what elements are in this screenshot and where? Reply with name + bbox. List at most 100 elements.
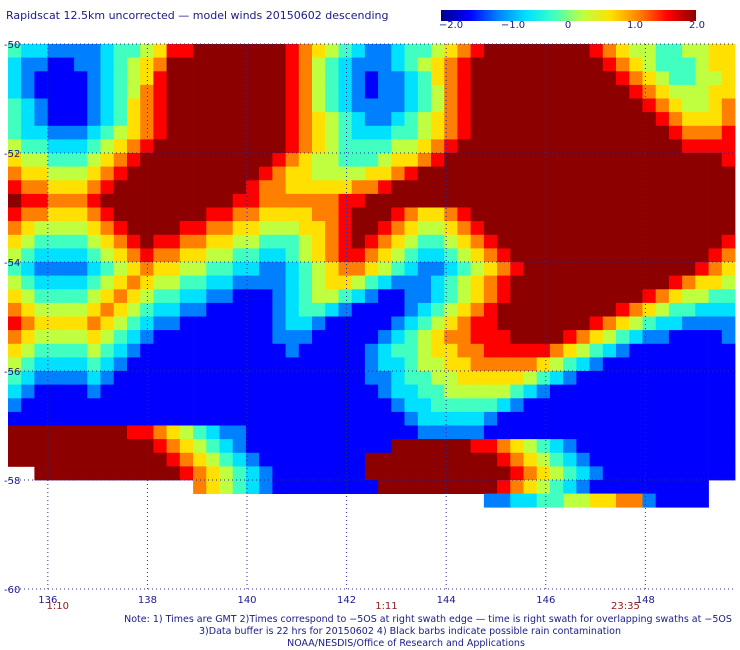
heatmap-cell: [219, 57, 234, 72]
heatmap-cell: [708, 221, 723, 236]
heatmap-cell: [298, 248, 313, 263]
heatmap-cell: [682, 357, 696, 372]
heatmap-cell: [166, 207, 181, 222]
heatmap-cell: [431, 398, 445, 413]
heatmap-cell: [391, 248, 405, 263]
heatmap-cell: [378, 302, 392, 317]
heatmap-cell: [695, 452, 709, 467]
heatmap-cell: [34, 398, 48, 413]
heatmap-cell: [298, 439, 313, 454]
heatmap-cell: [193, 44, 207, 58]
heatmap-cell: [642, 98, 657, 113]
heatmap-cell: [668, 125, 683, 140]
heatmap-cell: [100, 44, 115, 58]
heatmap-cell: [457, 125, 471, 140]
heatmap-cell: [325, 180, 339, 195]
heatmap-cell: [642, 302, 657, 317]
heatmap-cell: [312, 384, 326, 399]
heatmap-cell: [8, 452, 22, 467]
heatmap-cell: [206, 234, 220, 249]
heatmap-cell: [391, 302, 405, 317]
heatmap-cell: [536, 98, 551, 113]
heatmap-cell: [497, 71, 511, 86]
heatmap-cell: [219, 262, 234, 276]
heatmap-cell: [8, 425, 22, 440]
heatmap-cell: [127, 452, 141, 467]
heatmap-cell: [166, 71, 181, 86]
heatmap-cell: [47, 71, 62, 86]
heatmap-cell: [232, 371, 247, 385]
heatmap-cell: [404, 316, 419, 331]
heatmap-cell: [272, 302, 286, 317]
heatmap-cell: [378, 248, 392, 263]
heatmap-cell: [219, 384, 234, 399]
heatmap-cell: [391, 384, 405, 399]
heatmap-cell: [8, 153, 22, 167]
heatmap-cell: [576, 153, 590, 167]
heatmap-cell: [431, 221, 445, 236]
heatmap-cell: [417, 153, 432, 167]
heatmap-cell: [272, 384, 286, 399]
heatmap-cell: [417, 452, 432, 467]
heatmap-cell: [378, 84, 392, 99]
heatmap-cell: [536, 44, 551, 58]
heatmap-cell: [483, 275, 498, 290]
heatmap-cell: [140, 166, 154, 181]
heatmap-cell: [510, 180, 524, 195]
heatmap-cell: [206, 330, 220, 345]
heatmap-cell: [457, 289, 471, 304]
heatmap-cell: [510, 384, 524, 399]
heatmap-cell: [245, 316, 260, 331]
heatmap-cell: [100, 275, 115, 290]
heatmap-cell: [404, 207, 419, 222]
heatmap-cell: [338, 125, 353, 140]
heatmap-cell: [87, 221, 101, 236]
heatmap-cell: [272, 398, 286, 413]
heatmap-cell: [364, 275, 379, 290]
heatmap-cell: [483, 221, 498, 236]
heatmap-cell: [140, 207, 154, 222]
heatmap-cell: [510, 343, 524, 358]
heatmap-cell: [563, 44, 577, 58]
heatmap-cell: [682, 439, 696, 454]
heatmap-cell: [166, 439, 181, 454]
heatmap-cell: [510, 302, 524, 317]
heatmap-cell: [232, 166, 247, 181]
heatmap-cell: [642, 153, 657, 167]
heatmap-cell: [470, 166, 485, 181]
heatmap-cell: [219, 98, 234, 113]
heatmap-cell: [616, 330, 630, 345]
heatmap-cell: [404, 411, 419, 426]
heatmap-cell: [510, 466, 524, 481]
heatmap-cell: [483, 139, 498, 154]
heatmap-cell: [272, 71, 286, 86]
heatmap-cell: [708, 44, 723, 58]
heatmap-cell: [549, 248, 564, 263]
heatmap-cell: [364, 262, 379, 276]
heatmap-cell: [589, 112, 604, 127]
heatmap-cell: [364, 330, 379, 345]
heatmap-cell: [179, 439, 194, 454]
heatmap-cell: [219, 180, 234, 195]
heatmap-cell: [721, 180, 736, 195]
heatmap-cell: [127, 357, 141, 372]
heatmap-cell: [417, 98, 432, 113]
heatmap-cell: [523, 207, 538, 222]
heatmap-cell: [47, 44, 62, 58]
heatmap-cell: [616, 98, 630, 113]
heatmap-cell: [576, 180, 590, 195]
heatmap-cell: [616, 248, 630, 263]
heatmap-cell: [616, 398, 630, 413]
heatmap-cell: [272, 57, 286, 72]
heatmap-cell: [232, 439, 247, 454]
heatmap-cell: [8, 180, 22, 195]
heatmap-cell: [417, 330, 432, 345]
heatmap-cell: [576, 384, 590, 399]
heatmap-cell: [602, 302, 617, 317]
heatmap-cell: [127, 371, 141, 385]
heatmap-cell: [351, 425, 366, 440]
heatmap-cell: [629, 262, 643, 276]
heatmap-cell: [140, 112, 154, 127]
heatmap-cell: [351, 371, 366, 385]
heatmap-cell: [232, 221, 247, 236]
